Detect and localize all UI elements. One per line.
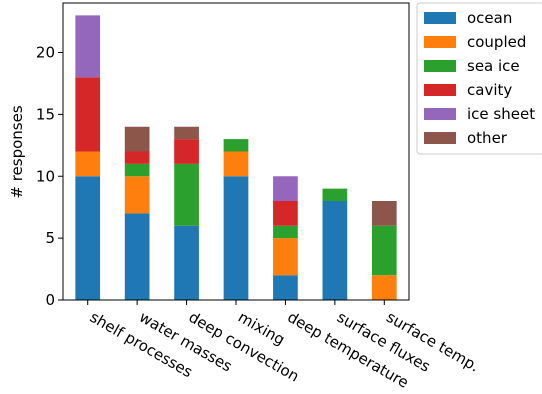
bar-segment-ice-sheet-5 xyxy=(273,176,298,201)
legend-label-ice-sheet: ice sheet xyxy=(467,105,535,123)
bar-segment-sea-ice-2 xyxy=(124,163,150,177)
bar-segment-ocean-5 xyxy=(273,275,298,300)
bar-segment-coupled-5 xyxy=(273,238,298,276)
bar-segment-other-7 xyxy=(371,201,397,226)
legend-label-sea-ice: sea ice xyxy=(467,57,520,75)
bar-segment-cavity-1 xyxy=(75,77,101,152)
bar-segment-ocean-1 xyxy=(75,176,101,300)
y-tick-label-0: 0 xyxy=(45,291,55,309)
bar-segment-other-2 xyxy=(124,126,150,152)
y-tick-label-5: 5 xyxy=(45,229,55,247)
bar-segment-sea-ice-7 xyxy=(371,225,397,276)
legend-swatch-ocean xyxy=(424,12,456,24)
legend-swatch-ice-sheet xyxy=(424,108,456,120)
legend-label-cavity: cavity xyxy=(467,81,512,99)
legend-label-coupled: coupled xyxy=(467,33,526,51)
y-tick-label-10: 10 xyxy=(36,167,55,185)
legend: ocean coupled sea ice cavity ice sheet other xyxy=(416,2,542,155)
legend-swatch-other xyxy=(424,132,456,144)
bar-segment-coupled-4 xyxy=(223,151,249,177)
bar-segment-ocean-4 xyxy=(223,176,249,300)
bar-segment-other-3 xyxy=(174,126,199,140)
bar-segment-cavity-5 xyxy=(273,201,298,226)
y-tick-label-20: 20 xyxy=(36,44,55,62)
bars-layer xyxy=(75,15,397,301)
y-axis: 0 5 10 15 20 xyxy=(36,44,63,309)
bar-segment-coupled-1 xyxy=(75,151,101,177)
bar-segment-sea-ice-4 xyxy=(223,139,249,152)
bar-segment-sea-ice-3 xyxy=(174,163,199,226)
bar-segment-ocean-6 xyxy=(322,201,348,300)
bar-segment-cavity-2 xyxy=(124,151,150,164)
legend-label-other: other xyxy=(467,129,508,147)
bar-segment-cavity-3 xyxy=(174,139,199,164)
legend-label-ocean: ocean xyxy=(467,9,512,27)
y-axis-label: # responses xyxy=(8,105,26,198)
bar-segment-coupled-7 xyxy=(371,275,397,300)
legend-swatch-coupled xyxy=(424,36,456,48)
legend-swatch-sea-ice xyxy=(424,60,456,72)
bar-segment-sea-ice-6 xyxy=(322,188,348,202)
bar-segment-coupled-2 xyxy=(124,176,150,214)
bar-segment-ice-sheet-1 xyxy=(75,15,101,78)
bar-segment-ocean-3 xyxy=(174,225,199,300)
legend-swatch-cavity xyxy=(424,84,456,96)
bar-segment-ocean-2 xyxy=(124,213,150,301)
bar-segment-sea-ice-5 xyxy=(273,225,298,239)
y-tick-label-15: 15 xyxy=(36,105,55,123)
